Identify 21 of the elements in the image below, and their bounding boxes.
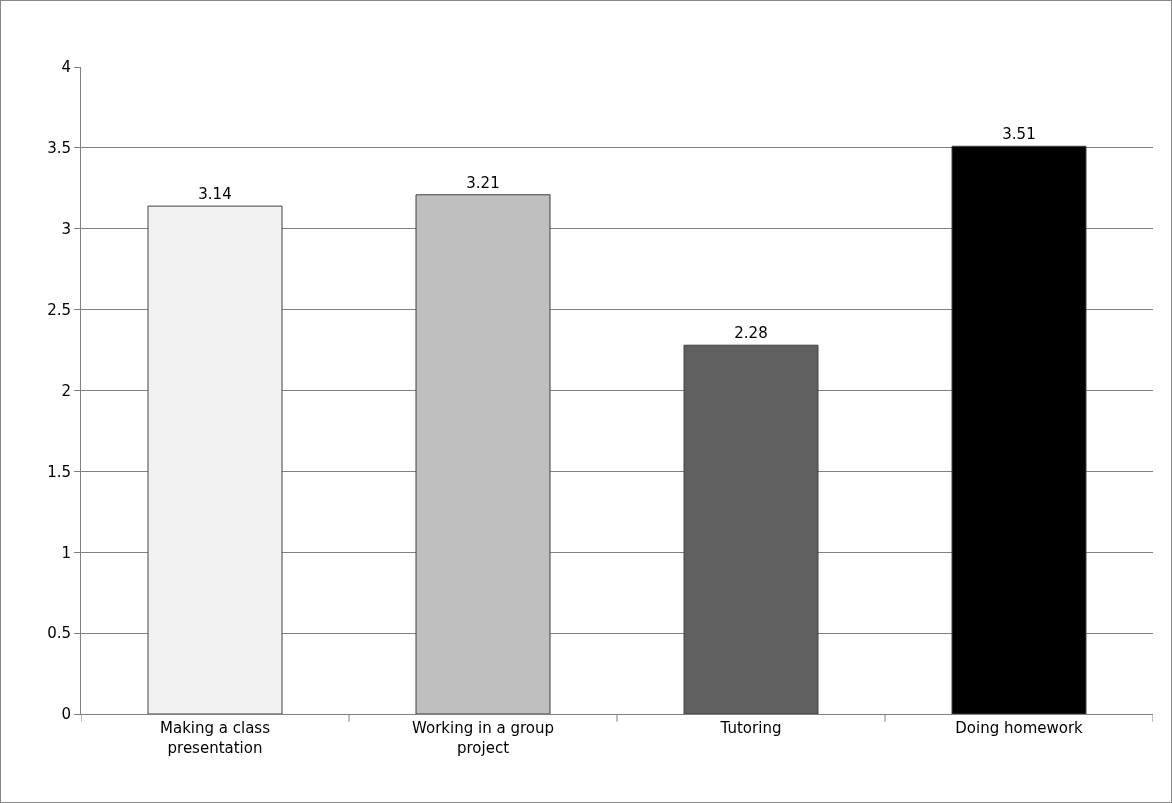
x-tick-label: Doing homework: [955, 719, 1084, 737]
data-label: 3.14: [198, 185, 232, 204]
y-tick-label: 0: [61, 705, 71, 724]
y-tick-label: 3: [61, 220, 71, 238]
y-tick-label: 2.5: [47, 300, 71, 319]
y-tick-label: 2: [61, 381, 71, 400]
data-label: 3.21: [466, 173, 500, 192]
bar: [147, 205, 283, 714]
data-label: 2.28: [734, 324, 768, 343]
x-tick-label: Working in a group project: [412, 719, 554, 757]
data-label: 3.51: [1002, 125, 1036, 144]
y-tick-label: 1: [61, 543, 71, 562]
y-tick-label: 3.5: [47, 139, 71, 158]
y-tick-label: 4: [61, 58, 71, 77]
bar: [683, 344, 819, 714]
bar: [951, 145, 1087, 714]
bar: [415, 194, 551, 714]
y-tick-label: 0.5: [47, 624, 71, 643]
x-tick-label: Tutoring: [719, 719, 782, 737]
x-tick-label: Making a class presentation: [160, 719, 271, 757]
y-tick-label: 1.5: [47, 462, 71, 481]
